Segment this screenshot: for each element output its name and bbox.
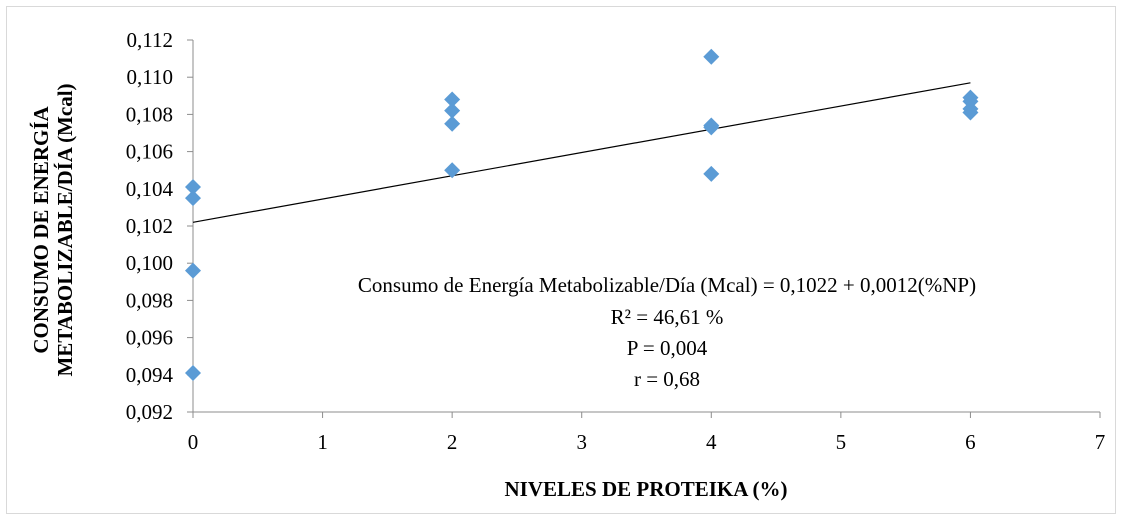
y-tick-label: 0,100: [126, 251, 173, 275]
data-point: [185, 262, 201, 279]
data-point: [185, 364, 201, 381]
chart-frame: [6, 6, 1116, 514]
x-tick-label: 1: [317, 430, 328, 454]
regression-annotations: Consumo de Energía Metabolizable/Día (Mc…: [358, 273, 976, 391]
data-point: [185, 178, 201, 195]
y-tick-label: 0,110: [127, 65, 173, 89]
y-tick-label: 0,102: [126, 214, 173, 238]
y-tick-label: 0,106: [126, 140, 173, 164]
y-tick-label: 0,096: [126, 326, 173, 350]
x-axis-ticks: 0 1 2 3 4 5 6 7: [188, 412, 1106, 454]
data-point: [185, 190, 201, 207]
x-tick-label: 7: [1095, 430, 1106, 454]
trendline: [192, 82, 971, 223]
y-tick-label: 0,112: [127, 28, 173, 52]
data-point: [444, 115, 461, 132]
x-tick-label: 6: [965, 430, 976, 454]
x-tick-label: 0: [188, 430, 199, 454]
x-axis-title: NIVELES DE PROTEIKA (%): [505, 477, 788, 501]
annotation-line: r = 0,68: [634, 367, 700, 391]
y-tick-label: 0,094: [126, 363, 174, 387]
y-tick-label: 0,092: [126, 400, 173, 424]
data-point: [962, 104, 979, 121]
x-tick-label: 4: [706, 430, 717, 454]
data-point: [444, 162, 461, 179]
x-tick-label: 5: [836, 430, 847, 454]
y-axis-title-line-2: METABOLIZABLE/DÍA (Mcal): [53, 83, 77, 376]
data-point: [444, 102, 461, 119]
annotation-line: P = 0,004: [627, 336, 708, 360]
data-point: [703, 119, 720, 136]
y-axis-ticks: 0,092 0,094 0,096 0,098 0,100 0,102 0,104 0,106…: [126, 28, 193, 424]
x-tick-label: 3: [576, 430, 587, 454]
data-point: [444, 91, 461, 108]
annotation-line: R² = 46,61 %: [611, 305, 724, 329]
data-point: [703, 48, 720, 65]
x-tick-label: 2: [447, 430, 458, 454]
annotation-line: Consumo de Energía Metabolizable/Día (Mc…: [358, 273, 976, 297]
y-tick-label: 0,104: [126, 177, 174, 201]
y-axis-title-line-1: CONSUMO DE ENERGÍA: [29, 105, 53, 353]
y-tick-label: 0,108: [126, 102, 173, 126]
y-axis-title: CONSUMO DE ENERGÍA METABOLIZABLE/DÍA (Mc…: [29, 83, 77, 376]
data-points: [185, 48, 979, 381]
data-point: [703, 165, 720, 182]
y-tick-label: 0,098: [126, 288, 173, 312]
